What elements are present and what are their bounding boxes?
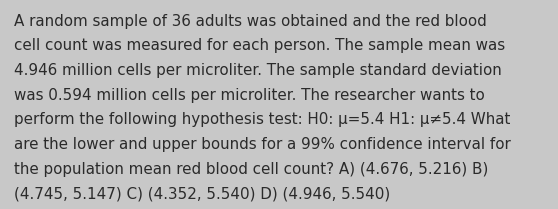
- Text: perform the following hypothesis test: H0: μ=5.4 H1: μ≠5.4 What: perform the following hypothesis test: H…: [14, 112, 511, 127]
- Text: cell count was measured for each person. The sample mean was: cell count was measured for each person.…: [14, 38, 505, 53]
- Text: 4.946 million cells per microliter. The sample standard deviation: 4.946 million cells per microliter. The …: [14, 63, 502, 78]
- Text: A random sample of 36 adults was obtained and the red blood: A random sample of 36 adults was obtaine…: [14, 14, 487, 29]
- Text: was 0.594 million cells per microliter. The researcher wants to: was 0.594 million cells per microliter. …: [14, 88, 485, 103]
- Text: (4.745, 5.147) C) (4.352, 5.540) D) (4.946, 5.540): (4.745, 5.147) C) (4.352, 5.540) D) (4.9…: [14, 186, 390, 201]
- Text: are the lower and upper bounds for a 99% confidence interval for: are the lower and upper bounds for a 99%…: [14, 137, 511, 152]
- Text: the population mean red blood cell count? A) (4.676, 5.216) B): the population mean red blood cell count…: [14, 162, 488, 177]
